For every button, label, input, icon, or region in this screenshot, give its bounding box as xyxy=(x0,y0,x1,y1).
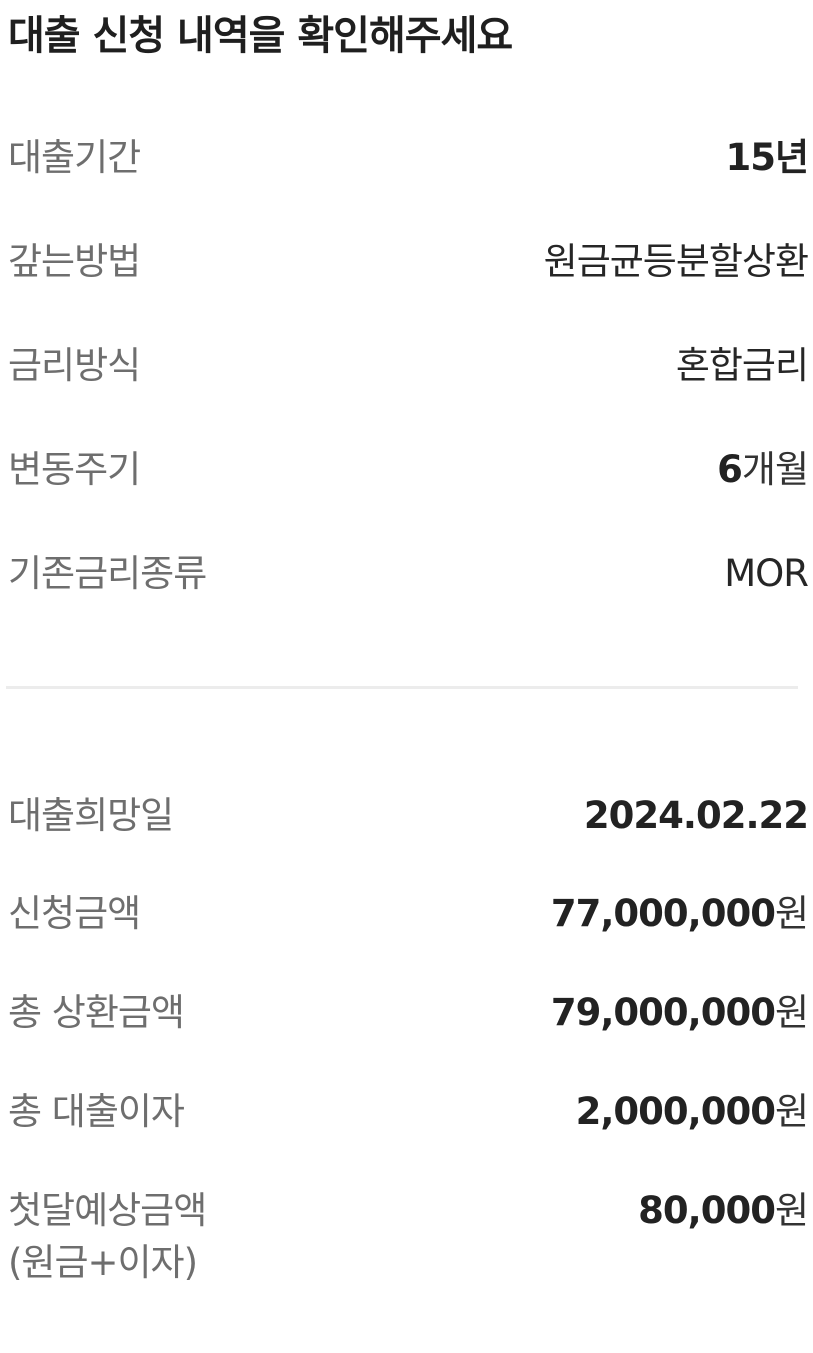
loan-period-value: 15년 xyxy=(725,132,809,184)
requested-amount-label: 신청금액 xyxy=(8,892,141,935)
loan-period-number: 15 xyxy=(725,136,775,179)
total-repayment-unit: 원 xyxy=(774,991,809,1034)
desired-loan-date-number: 2024.02.22 xyxy=(583,794,809,837)
first-month-payment-row: 첫달예상금액 (원금+이자) 80,000원 xyxy=(8,1185,809,1289)
base-rate-type-row: 기존금리종류 MOR xyxy=(8,548,809,600)
desired-loan-date-label: 대출희망일 xyxy=(8,794,174,837)
first-month-payment-number: 80,000 xyxy=(638,1189,776,1232)
repayment-method-label: 갚는방법 xyxy=(8,240,141,283)
first-month-payment-unit: 원 xyxy=(774,1189,809,1232)
rate-change-cycle-number: 6 xyxy=(717,448,743,491)
section-divider xyxy=(6,686,798,689)
desired-loan-date-row: 대출희망일 2024.02.22 xyxy=(8,790,809,842)
total-repayment-label: 총 상환금액 xyxy=(8,991,185,1034)
first-month-payment-label-sub: (원금+이자) xyxy=(8,1240,198,1284)
requested-amount-number: 77,000,000 xyxy=(550,892,776,935)
total-repayment-number: 79,000,000 xyxy=(550,991,776,1034)
first-month-payment-value: 80,000원 xyxy=(638,1185,809,1237)
requested-amount-value: 77,000,000원 xyxy=(550,888,809,940)
requested-amount-unit: 원 xyxy=(774,892,809,935)
total-repayment-value: 79,000,000원 xyxy=(550,987,809,1039)
loan-period-row: 대출기간 15년 xyxy=(8,132,809,184)
total-interest-number: 2,000,000 xyxy=(575,1090,776,1133)
interest-type-value: 혼합금리 xyxy=(675,344,809,387)
desired-loan-date-value: 2024.02.22 xyxy=(583,790,809,842)
rate-change-cycle-label: 변동주기 xyxy=(8,448,141,491)
rate-change-cycle-row: 변동주기 6개월 xyxy=(8,444,809,496)
total-repayment-row: 총 상환금액 79,000,000원 xyxy=(8,987,809,1039)
total-interest-value: 2,000,000원 xyxy=(575,1086,809,1138)
base-rate-type-label: 기존금리종류 xyxy=(8,552,207,595)
page-title: 대출 신청 내역을 확인해주세요 xyxy=(8,13,513,59)
total-interest-row: 총 대출이자 2,000,000원 xyxy=(8,1086,809,1138)
total-interest-unit: 원 xyxy=(774,1090,809,1133)
interest-type-row: 금리방식 혼합금리 xyxy=(8,340,809,392)
first-month-payment-label: 첫달예상금액 (원금+이자) xyxy=(8,1185,207,1289)
loan-period-unit: 년 xyxy=(774,136,809,179)
rate-change-cycle-value: 6개월 xyxy=(717,444,809,496)
first-month-payment-label-main: 첫달예상금액 xyxy=(8,1189,207,1232)
requested-amount-row: 신청금액 77,000,000원 xyxy=(8,888,809,940)
loan-period-label: 대출기간 xyxy=(8,136,141,179)
repayment-method-value: 원금균등분할상환 xyxy=(543,240,809,283)
base-rate-type-value: MOR xyxy=(724,552,809,595)
interest-type-label: 금리방식 xyxy=(8,344,141,387)
repayment-method-row: 갚는방법 원금균등분할상환 xyxy=(8,236,809,288)
rate-change-cycle-unit: 개월 xyxy=(741,448,809,491)
total-interest-label: 총 대출이자 xyxy=(8,1090,185,1133)
